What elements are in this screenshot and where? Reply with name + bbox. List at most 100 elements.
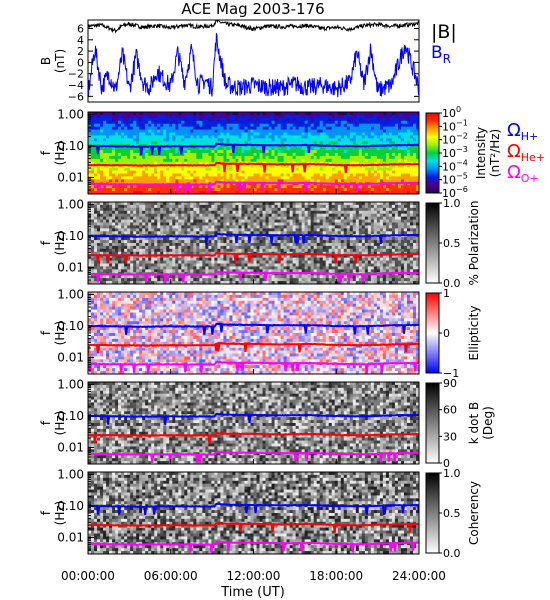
colorbar-tick-label: 100 [442,105,461,120]
panel-ellipticity: 1.00 0.10 0.01 f (Hz) 1 0 −1 Ellipticity [39,287,481,380]
legend-b-r: BR [431,43,451,66]
colorbar-tick-label: 0.0 [443,547,461,560]
spectrogram-panels: 1.000.100.01f (Hz)10010−110−210−310−410−5… [39,105,502,560]
panel-power-spectrum: 1.000.100.01f (Hz)10010−110−210−310−410−5… [39,105,502,200]
colorbar-tick-base: 10 [442,147,456,160]
colorbar-tick-label: 1.0 [443,467,461,480]
colorbar-tick-exp: −5 [456,172,468,181]
colorbar-power-spectrum [425,112,440,194]
colorbar-tick-exp: 0 [456,105,461,114]
colorbar-tick-label: 0.0 [443,277,461,290]
freq-ylabel: f [39,240,53,245]
gyro-line-omega-h-power-spectrum [88,142,419,156]
time-tick-label: 12:00:00 [227,569,281,583]
gyro-line-omega-o-coherency [88,540,419,553]
freq-ytick-label: 0.01 [57,261,84,275]
gyro-line-omega-he-coherency [88,521,419,534]
legend-omega-he-main: Ω [507,141,521,162]
colorbar-tick-label: 10−2 [442,132,468,147]
legend-omega-o-sub: O+ [521,172,539,185]
gyro-line-omega-he-ellipticity [88,341,419,354]
legend-omega-h-sub: H+ [521,130,539,143]
panel-k-dot-b: 1.00 0.10 0.01 f (Hz) 90 60 30 0 k dot B (Deg) [39,377,495,470]
gyro-line-omega-o-polarization [88,270,419,283]
freq-ytick-label: 1.00 [57,107,84,121]
legend-omega-o: ΩO+ [507,162,539,185]
b-field-ylabel: B [39,57,53,65]
colorbar-tick-label: 10−5 [442,172,468,187]
gyrofrequency-legend: ΩH+ ΩHe+ ΩO+ [507,120,545,185]
colorbar-tick-label: 60 [443,404,457,417]
time-tick-label: 06:00:00 [144,569,198,583]
colorbar-tick-label: 10−1 [442,118,468,133]
colorbar-tick-label: 1.0 [443,197,461,210]
colorbar-coherency [425,472,440,554]
colorbar-tick-label: 10−3 [442,145,468,160]
time-tick-label: 24:00:00 [392,569,446,583]
legend-b-r-sub: R [443,52,451,66]
freq-ytick-label: 1.00 [57,287,84,301]
colorbar-tick-label: 0 [443,457,450,470]
b-field-lines [88,20,419,98]
freq-ytick-label: 0.01 [57,171,84,185]
b-ytick-label: 0 [77,56,84,69]
legend-omega-o-main: Ω [507,162,521,183]
freq-ytick-label: 1.00 [57,377,84,391]
colorbar-tick-label: −1 [443,367,459,380]
colorbar-tick-base: 10 [442,107,456,120]
colorbar-unit: (nT²/Hz) [488,129,502,177]
freq-ylabel: f [39,330,53,335]
b-ytick-label: −2 [68,68,84,81]
freq-yunit: (Hz) [53,231,67,256]
colorbar-tick-label: 0.5 [443,237,461,250]
legend-omega-he: ΩHe+ [507,141,545,164]
colorbar-ellipticity [425,292,440,374]
colorbar-polarization [425,202,440,284]
b-field-yunit: (nT) [53,49,67,73]
colorbar-tick-base: 10 [442,187,456,200]
colorbar-tick-label: 0.5 [443,507,461,520]
freq-ytick-label: 0.10 [57,139,84,153]
gyro-line-omega-o-k-dot-b [88,450,419,464]
panel-polarization: 1.00 0.10 0.01 f (Hz) 1.0 0.5 0.0 % Polarization [39,197,481,290]
colorbar-tick-exp: −2 [456,132,468,141]
legend-b-r-main: B [431,43,443,63]
gyro-line-omega-o-power-spectrum [88,180,419,193]
freq-ylabel: f [39,510,53,515]
b-ytick-label: 2 [77,45,84,58]
colorbar-k-dot-b [425,382,440,464]
colorbar-tick-exp: −6 [456,185,468,194]
time-axis-label: Time (UT) [220,585,285,600]
gyro-line-omega-h-coherency [88,502,419,516]
gyro-line-omega-h-ellipticity [88,322,419,335]
freq-yunit: (Hz) [53,141,67,166]
freq-ytick-label: 0.01 [57,441,84,455]
freq-ytick-label: 0.01 [57,531,84,545]
colorbar-label: Coherency [467,481,481,545]
colorbar-tick-label: 10−4 [442,158,468,173]
freq-yunit: (Hz) [53,411,67,436]
freq-yunit: (Hz) [53,501,67,526]
freq-ytick-label: 1.00 [57,197,84,211]
colorbar-tick-base: 10 [442,134,456,147]
legend-omega-h-main: Ω [507,120,521,141]
legend-omega-he-sub: He+ [521,151,545,164]
freq-ytick-label: 0.10 [57,229,84,243]
freq-ytick-label: 0.10 [57,319,84,333]
colorbar-tick-label: 1 [443,287,450,300]
series-line-b-total [88,20,419,34]
freq-ytick-label: 1.00 [57,467,84,481]
colorbar-tick-exp: −3 [456,145,468,154]
colorbar-tick-label: 10−6 [442,185,468,200]
freq-yunit: (Hz) [53,321,67,346]
freq-ytick-label: 0.01 [57,351,84,365]
colorbar-tick-label: 30 [443,430,457,443]
time-tick-label: 00:00:00 [61,569,115,583]
time-tick-label: 18:00:00 [309,569,363,583]
colorbar-tick-exp: −4 [456,158,468,167]
colorbar-unit: (Deg) [481,406,495,440]
colorbar-tick-label: 0 [443,327,450,340]
b-ytick-label: −6 [68,90,84,103]
